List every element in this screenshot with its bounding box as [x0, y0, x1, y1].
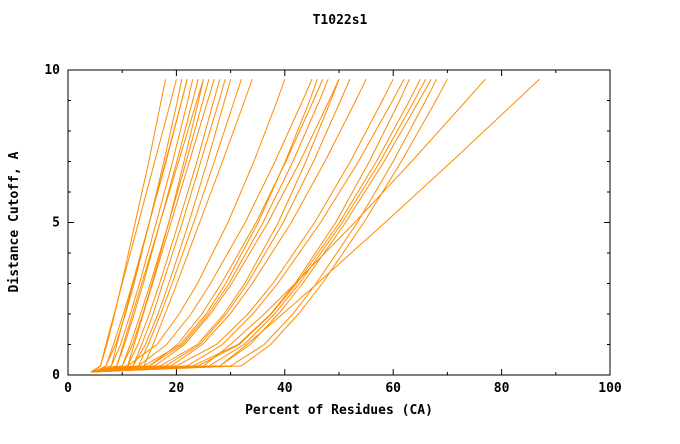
model-curve: [95, 79, 351, 373]
model-curve: [95, 79, 188, 373]
model-curve: [90, 79, 226, 373]
model-curve: [93, 79, 340, 373]
model-curve: [95, 79, 324, 373]
x-tick-label: 60: [385, 381, 401, 396]
model-curve: [95, 79, 204, 373]
series-lines: [90, 78, 540, 373]
model-curve: [92, 79, 177, 373]
model-curve: [95, 79, 253, 373]
model-curve: [93, 79, 318, 373]
model-curve: [90, 79, 204, 373]
model-curve: [90, 79, 286, 373]
x-tick-label: 100: [598, 381, 622, 396]
x-axis-label: Percent of Residues (CA): [245, 403, 433, 418]
model-curve: [93, 79, 215, 373]
model-curve: [95, 78, 438, 373]
model-curve: [92, 79, 210, 373]
model-curve: [92, 79, 232, 373]
model-curve: [93, 78, 405, 373]
x-tick-label: 0: [64, 381, 72, 396]
model-curve: [93, 79, 242, 373]
model-curve: [92, 78, 394, 373]
model-curve: [93, 79, 183, 373]
x-tick-label: 80: [494, 381, 510, 396]
model-curve: [92, 79, 194, 373]
model-curve: [90, 79, 188, 373]
model-curve: [93, 78, 540, 373]
model-curve: [93, 78, 432, 373]
model-curve: [92, 78, 340, 373]
y-tick-label: 5: [52, 216, 60, 231]
x-tick-label: 40: [277, 381, 293, 396]
model-curve: [90, 79, 329, 373]
tick-marks: [67, 69, 611, 376]
model-curve: [90, 78, 367, 373]
y-axis-label: Distance Cutoff, A: [7, 151, 22, 292]
model-curve: [92, 78, 427, 373]
x-tick-label: 20: [169, 381, 185, 396]
tick-labels: 0 20 40 60 80 100 0 5 10: [44, 63, 622, 396]
model-curve: [95, 79, 221, 373]
y-tick-label: 0: [52, 368, 60, 383]
y-tick-label: 10: [44, 63, 60, 78]
chart-title: T1022s1: [313, 13, 368, 28]
model-curve: [90, 78, 448, 373]
model-curve: [92, 78, 486, 373]
model-curve: [92, 79, 313, 373]
